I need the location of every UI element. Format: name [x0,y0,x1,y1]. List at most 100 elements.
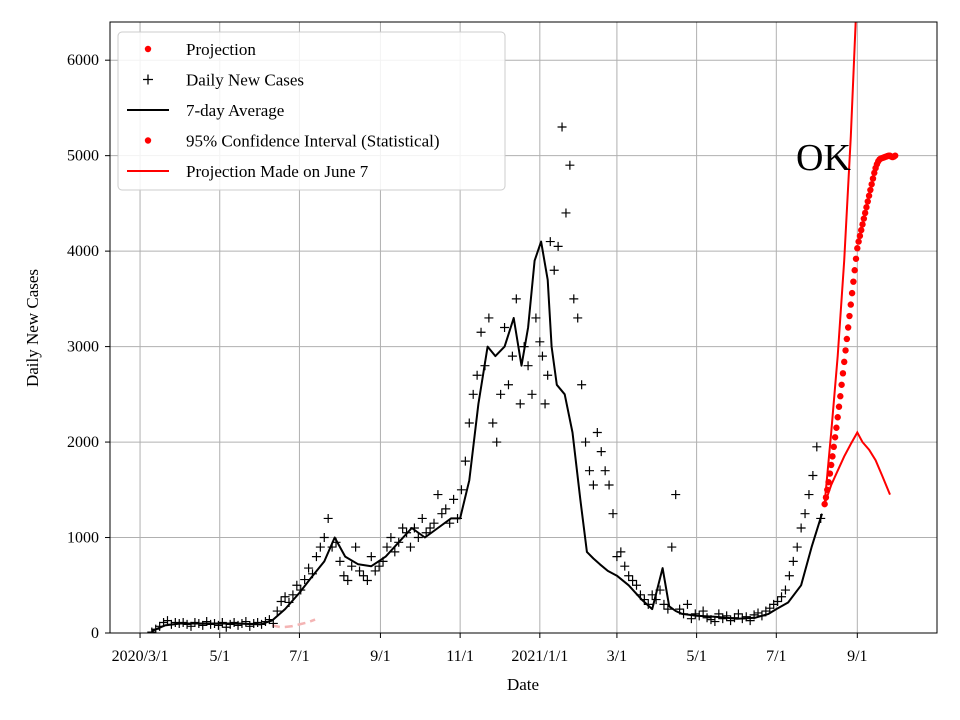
legend-dot-icon [144,45,152,53]
daily-case-marker [780,585,790,595]
projection-point [838,381,845,388]
daily-case-marker [170,617,180,627]
legend-label: Projection [186,40,256,59]
projection-point [833,424,840,431]
daily-case-marker [500,323,510,332]
daily-case-marker [535,337,545,347]
daily-case-marker [812,442,822,452]
legend-label: Daily New Cases [186,71,304,90]
daily-case-marker [355,566,365,576]
daily-case-marker [190,617,200,627]
daily-case-marker [233,620,243,630]
legend: Projection Daily New Cases 7-day Average 95… [117,31,506,191]
projection-point [825,478,832,486]
daily-case-marker [178,617,188,627]
ok-annotation: OK [796,137,851,179]
daily-case-marker [511,294,521,304]
projection-june7-upper-line [823,22,857,505]
daily-case-marker [612,552,622,562]
daily-case-marker [441,504,451,514]
daily-case-marker [682,599,692,609]
y-axis-title: Daily New Cases [23,269,42,387]
daily-case-marker [804,490,814,500]
daily-case-marker [433,490,443,500]
projection-point [860,215,868,222]
daily-case-marker [351,542,361,552]
daily-case-marker [788,556,798,566]
daily-case-marker [540,399,550,409]
projection-point [869,175,877,182]
y-axis: 0 1000 2000 3000 4000 5000 6000 [67,52,110,642]
daily-case-marker [198,620,208,630]
daily-case-marker [523,361,533,371]
daily-case-marker [366,552,376,562]
daily-case-marker [663,604,673,614]
daily-case-marker [472,370,482,380]
daily-case-marker [710,617,720,627]
daily-case-marker [217,617,227,627]
projection-point [859,221,866,228]
daily-case-marker [476,327,486,337]
projection-point [834,414,841,421]
daily-case-marker [584,466,594,476]
daily-case-marker [573,313,583,323]
daily-case-marker [162,616,172,626]
daily-case-marker [808,470,818,480]
projection-point [868,181,875,188]
daily-case-marker [386,533,396,543]
daily-case-marker [335,556,345,566]
daily-case-marker [315,542,325,552]
daily-case-marker [507,351,517,361]
daily-case-marker [292,580,302,590]
projection-point [835,403,843,410]
daily-case-marker [565,160,575,170]
x-tick-label: 9/1 [847,648,867,665]
projection-point [865,192,873,199]
projection-point [855,238,862,245]
daily-case-marker [484,313,494,323]
y-tick-label: 4000 [67,243,99,260]
daily-case-marker [577,380,587,390]
projection-point [851,267,858,274]
projection-point [837,393,844,400]
daily-case-marker [800,509,810,519]
daily-case-marker [620,561,630,571]
daily-case-marker [488,418,498,428]
daily-case-marker [460,456,470,466]
early-projection-line [271,618,316,629]
x-tick-label: 5/1 [686,648,706,665]
daily-case-marker [592,428,602,438]
projection-point [863,204,870,211]
projection-point [821,500,828,508]
projection-point [831,434,839,441]
daily-case-marker [561,208,571,218]
daily-case-marker [588,480,598,490]
projection-point [846,312,853,320]
x-axis-title: Date [507,675,539,694]
legend-box [117,31,506,191]
x-tick-label: 3/1 [607,648,627,665]
daily-case-marker [429,518,439,528]
daily-case-marker [288,590,298,600]
projection-point [854,245,861,252]
projection-point [856,232,864,240]
projection-point [826,470,834,477]
daily-case-marker [632,580,642,590]
legend-label: 7-day Average [186,101,284,120]
projection-point [829,453,836,460]
legend-label: Projection Made on June 7 [186,162,369,181]
daily-case-marker [304,563,314,573]
projection-point [891,152,899,159]
daily-case-marker [276,596,286,606]
daily-case-marker [492,437,502,447]
x-axis: 2020/3/1 5/1 7/1 9/1 11/1 2021/1/1 3/1 5/1 7/1 9/… [112,633,868,665]
y-tick-label: 3000 [67,339,99,356]
daily-case-marker [741,612,751,622]
daily-case-marker [722,611,732,621]
daily-case-marker [604,480,614,490]
daily-case-marker [413,533,423,543]
projection-point [858,226,865,234]
projection-point [847,301,854,308]
projection-point [839,370,847,377]
daily-case-marker [777,592,787,602]
